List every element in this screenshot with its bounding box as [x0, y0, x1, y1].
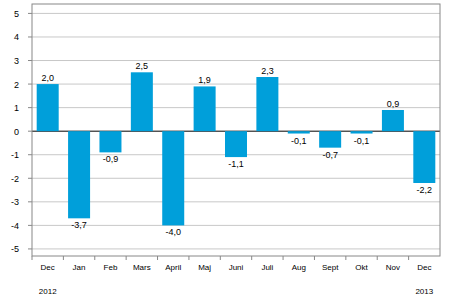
grid-line	[32, 178, 440, 179]
x-tick-label: Okt	[355, 263, 368, 272]
x-tick-label: Nov	[386, 263, 400, 272]
x-tick-mark	[94, 256, 95, 260]
bar	[256, 77, 278, 131]
bar	[99, 131, 121, 152]
grid-line	[32, 248, 440, 249]
tick-mark	[28, 248, 32, 249]
bar	[194, 86, 216, 131]
grid-line	[32, 13, 440, 14]
y-tick-label: 3	[14, 56, 19, 66]
data-label: -0,1	[291, 136, 307, 146]
grid-line	[32, 225, 440, 226]
tick-mark	[28, 60, 32, 61]
y-tick-label: 4	[14, 32, 19, 42]
tick-mark	[28, 154, 32, 155]
tick-mark	[28, 201, 32, 202]
data-label: -1,1	[228, 159, 244, 169]
x-tick-label: Sept	[322, 263, 339, 272]
bar	[351, 131, 373, 133]
plot-frame	[32, 4, 440, 256]
y-tick-label: -1	[11, 150, 19, 160]
x-tick-mark	[345, 256, 346, 260]
data-label: -0,1	[354, 136, 370, 146]
x-tick-label: Mars	[133, 263, 151, 272]
x-tick-mark	[32, 256, 33, 260]
data-label: 2,0	[41, 73, 54, 83]
tick-mark	[28, 13, 32, 14]
y-tick-label: 0	[14, 127, 19, 137]
tick-mark	[28, 225, 32, 226]
x-tick-mark	[188, 256, 189, 260]
tick-mark	[28, 107, 32, 108]
data-label: -2,2	[417, 185, 433, 195]
year-label: 2012	[39, 287, 57, 296]
x-tick-label: Jan	[73, 263, 86, 272]
x-tick-label: Dec	[417, 263, 431, 272]
bar	[382, 110, 404, 131]
y-tick-label: 5	[14, 9, 19, 19]
bar	[37, 84, 59, 131]
data-label: -4,0	[165, 227, 181, 237]
grid-line	[32, 201, 440, 202]
tick-mark	[28, 36, 32, 37]
data-label: -0,7	[322, 150, 338, 160]
data-label: 2,5	[136, 61, 149, 71]
bar	[225, 131, 247, 157]
bar	[162, 131, 184, 225]
x-tick-label: Feb	[104, 263, 118, 272]
x-tick-mark	[283, 256, 284, 260]
data-label: 1,9	[198, 75, 211, 85]
x-tick-label: Dec	[41, 263, 55, 272]
x-tick-label: Juni	[229, 263, 244, 272]
x-tick-mark	[157, 256, 158, 260]
grid-line	[32, 107, 440, 108]
tick-mark	[28, 131, 32, 132]
bars	[37, 72, 436, 225]
x-tick-mark	[314, 256, 315, 260]
bar	[413, 131, 435, 183]
data-label: 0,9	[387, 99, 400, 109]
y-tick-label: -3	[11, 197, 19, 207]
x-tick-label: Aug	[292, 263, 306, 272]
y-tick-label: -4	[11, 221, 19, 231]
bar	[288, 131, 310, 133]
x-tick-mark	[408, 256, 409, 260]
grid-line	[32, 60, 440, 61]
grid-line	[32, 36, 440, 37]
bar	[319, 131, 341, 147]
y-tick-label: 1	[14, 103, 19, 113]
x-tick-mark	[251, 256, 252, 260]
grid-line	[32, 84, 440, 85]
x-tick-label: April	[165, 263, 181, 272]
bar	[68, 131, 90, 218]
y-tick-label: -5	[11, 244, 19, 254]
tick-mark	[28, 84, 32, 85]
x-tick-mark	[377, 256, 378, 260]
year-label: 2013	[415, 287, 433, 296]
chart: -5 -4 -3 -2 -1 0 1 2 3 4 5 2,0 -3,7 -0,9 2,5 -4,0 1,9 -1,…	[0, 0, 453, 302]
y-tick-label: -2	[11, 174, 19, 184]
data-label: -0,9	[103, 154, 119, 164]
data-label: -3,7	[71, 220, 87, 230]
tick-mark	[28, 178, 32, 179]
y-tick-label: 2	[14, 80, 19, 90]
bar	[131, 72, 153, 131]
x-tick-mark	[63, 256, 64, 260]
x-tick-label: Maj	[198, 263, 211, 272]
data-label: 2,3	[261, 66, 274, 76]
x-tick-mark	[220, 256, 221, 260]
x-tick-mark	[126, 256, 127, 260]
x-tick-label: Juli	[261, 263, 273, 272]
